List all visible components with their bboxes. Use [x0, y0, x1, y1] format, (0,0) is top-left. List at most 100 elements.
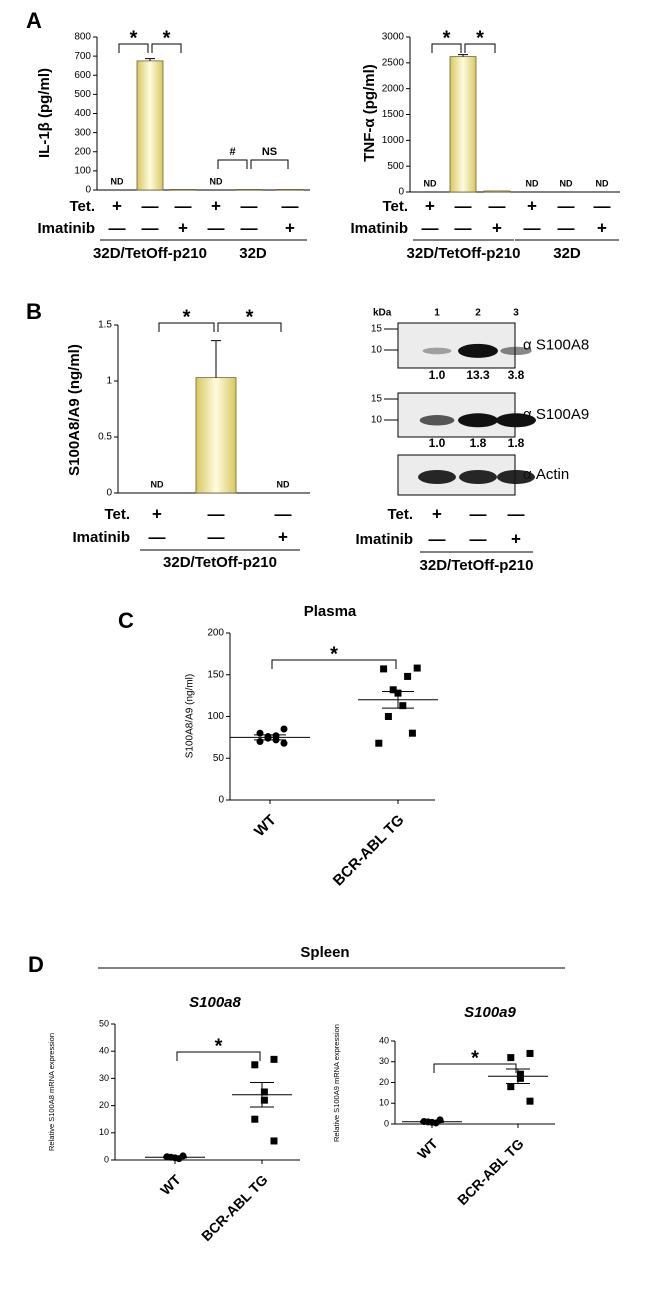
- panel-label: C: [118, 608, 134, 633]
- value-label: ND: [526, 178, 539, 188]
- chart-title: S100a8: [189, 994, 241, 1011]
- y-tick-label: 800: [74, 32, 91, 43]
- band-quantity: 1.8: [470, 436, 487, 450]
- condition-mark: —: [241, 196, 258, 215]
- condition-mark: —: [109, 218, 126, 237]
- group-label: 32D: [239, 245, 267, 262]
- x-tick-label: BCR-ABL TG: [330, 812, 408, 890]
- bar: [136, 60, 164, 191]
- data-point: [432, 1119, 440, 1127]
- x-tick-label: BCR-ABL TG: [454, 1135, 527, 1208]
- y-tick-label: 40: [379, 1035, 389, 1045]
- error-bar: [211, 340, 221, 378]
- condition-mark: —: [241, 218, 258, 237]
- y-axis-label: Relative S100A8 mRNA expression: [47, 1033, 56, 1151]
- data-point: [516, 1074, 524, 1082]
- y-axis-label: Relative S100A9 mRNA expression: [332, 1024, 341, 1142]
- y-tick-label: 0: [398, 187, 404, 198]
- condition-mark: +: [112, 196, 122, 215]
- significance-bracket: [118, 43, 149, 53]
- data-point: [251, 1061, 259, 1069]
- y-tick-label: 0: [104, 1154, 109, 1164]
- significance-label: *: [215, 1035, 223, 1057]
- y-tick-label: 200: [207, 628, 224, 639]
- significance-bracket: [176, 1051, 261, 1061]
- data-point: [375, 739, 383, 747]
- blot-band: [458, 343, 498, 358]
- y-tick-label: 10: [99, 1127, 109, 1137]
- significance-label: *: [246, 306, 254, 328]
- blot-band: [422, 347, 452, 355]
- condition-mark: —: [470, 529, 487, 548]
- blot-band: [458, 413, 498, 428]
- condition-name: Tet.: [387, 506, 413, 523]
- data-point: [507, 1054, 515, 1062]
- condition-mark: —: [489, 196, 506, 215]
- condition-mark: —: [508, 504, 525, 523]
- y-axis-label: S100A8/A9 (ng/ml): [66, 344, 83, 476]
- condition-name: Tet.: [104, 506, 130, 523]
- x-tick-label: WT: [157, 1171, 184, 1198]
- significance-label: *: [183, 306, 191, 328]
- condition-mark: —: [455, 218, 472, 237]
- blot-label: α Actin: [523, 466, 569, 483]
- condition-mark: —: [275, 504, 292, 523]
- error-bar: [458, 54, 468, 57]
- significance-label: #: [229, 146, 235, 158]
- blot-label: α S100A9: [523, 406, 589, 423]
- y-tick-label: 10: [379, 1098, 389, 1108]
- y-tick-label: 0: [218, 795, 224, 806]
- significance-bracket: [217, 322, 282, 332]
- value-label: ND: [560, 178, 573, 188]
- bar: [449, 56, 477, 193]
- data-point: [251, 1115, 259, 1123]
- significance-label: NS: [262, 146, 277, 158]
- blot-band: [419, 415, 455, 426]
- sem-bar: [254, 734, 286, 741]
- bar: [235, 189, 263, 191]
- condition-mark: —: [524, 218, 541, 237]
- condition-name: Tet.: [382, 198, 408, 215]
- band-quantity: 13.3: [466, 368, 490, 382]
- y-tick-label: 150: [207, 669, 224, 680]
- data-point: [404, 672, 412, 680]
- value-label: ND: [596, 178, 609, 188]
- y-tick-label: 100: [74, 166, 91, 177]
- panel-label: D: [28, 952, 44, 977]
- y-tick-label: 300: [74, 127, 91, 138]
- band-quantity: 1.0: [429, 368, 446, 382]
- condition-mark: —: [429, 529, 446, 548]
- panel-label: A: [26, 8, 42, 33]
- y-tick-label: 200: [74, 146, 91, 157]
- data-point: [280, 725, 288, 733]
- blot-band: [497, 470, 535, 484]
- y-axis-label: IL-1β (pg/ml): [36, 68, 53, 158]
- y-tick-label: 400: [74, 108, 91, 119]
- y-tick-label: 1.5: [98, 320, 112, 331]
- error-bar: [145, 58, 155, 61]
- data-point: [413, 664, 421, 672]
- x-tick-label: BCR-ABL TG: [198, 1171, 271, 1244]
- significance-label: *: [443, 27, 451, 49]
- data-point: [270, 1137, 278, 1145]
- group-label: 32D/TetOff-p210: [93, 245, 207, 262]
- condition-mark: —: [422, 218, 439, 237]
- condition-mark: +: [425, 196, 435, 215]
- y-tick-label: 500: [387, 161, 404, 172]
- marker-label: 15: [371, 324, 383, 335]
- y-tick-label: 3000: [382, 32, 405, 43]
- lane-label: 3: [513, 308, 519, 319]
- y-tick-label: 100: [207, 711, 224, 722]
- condition-mark: +: [432, 504, 442, 523]
- lane-label: 1: [434, 308, 440, 319]
- value-label: ND: [424, 178, 437, 188]
- y-tick-label: 0.5: [98, 432, 112, 443]
- data-point: [526, 1097, 534, 1105]
- significance-label: *: [163, 27, 171, 49]
- condition-mark: +: [152, 504, 162, 523]
- condition-mark: +: [178, 218, 188, 237]
- y-tick-label: 0: [106, 488, 112, 499]
- condition-mark: —: [558, 196, 575, 215]
- blot-label: α S100A8: [523, 336, 589, 353]
- condition-mark: —: [142, 196, 159, 215]
